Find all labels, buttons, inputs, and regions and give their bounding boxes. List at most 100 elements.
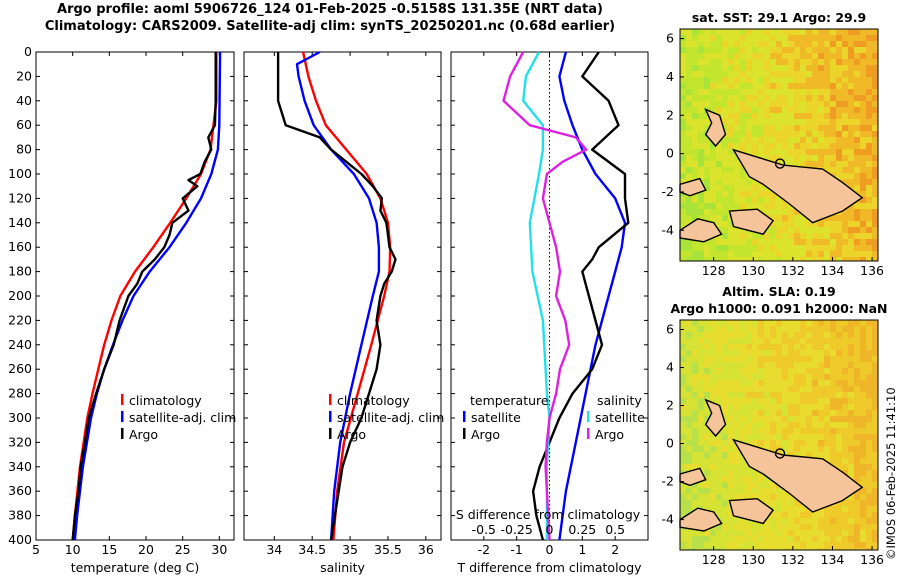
map-cell <box>752 530 758 536</box>
map-cell <box>752 233 758 239</box>
map-cell <box>794 350 800 356</box>
map-cell <box>704 113 710 119</box>
map-cell <box>770 350 776 356</box>
map-cell <box>776 101 782 107</box>
map-cell <box>848 386 854 392</box>
map-cell <box>722 362 728 368</box>
map-cell <box>866 173 872 179</box>
map-cell <box>848 221 854 227</box>
map-cell <box>848 536 854 542</box>
map-cell <box>716 392 722 398</box>
map-cell <box>824 113 830 119</box>
map-cell <box>734 530 740 536</box>
map-cell <box>800 506 806 512</box>
map-cell <box>746 332 752 338</box>
map-cell <box>740 494 746 500</box>
map-cell <box>746 257 752 261</box>
map-cell <box>740 227 746 233</box>
map-cell <box>824 89 830 95</box>
x-axis-label: temperature (deg C) <box>71 560 200 575</box>
map-cell <box>788 446 794 452</box>
map-cell <box>740 518 746 524</box>
map-cell <box>728 398 734 404</box>
map-cell <box>776 434 782 440</box>
map-cell <box>812 410 818 416</box>
map-cell <box>866 155 872 161</box>
map-cell <box>872 149 878 155</box>
map-cell <box>686 422 692 428</box>
map-cell <box>752 422 758 428</box>
legend-title-salinity: salinity <box>597 393 642 408</box>
map-cell <box>728 416 734 422</box>
map-cell <box>692 71 698 77</box>
map-cell <box>770 65 776 71</box>
map-cell <box>860 518 866 524</box>
map-cell <box>830 113 836 119</box>
map-cell <box>866 215 872 221</box>
map-cell <box>794 95 800 101</box>
series-argo <box>276 52 397 541</box>
map-cell <box>842 332 848 338</box>
map-cell <box>758 380 764 386</box>
y-tick-label: 260 <box>8 361 32 376</box>
map-cell <box>734 191 740 197</box>
map-cell <box>692 83 698 89</box>
map-cell <box>812 446 818 452</box>
map-cell <box>704 338 710 344</box>
map-cell <box>842 452 848 458</box>
map-cell <box>776 368 782 374</box>
map-cell <box>686 410 692 416</box>
map-cell <box>776 41 782 47</box>
map-cell <box>836 404 842 410</box>
map-cell <box>752 185 758 191</box>
map-cell <box>860 35 866 41</box>
map-cell <box>854 356 860 362</box>
map-cell <box>848 398 854 404</box>
map-cell <box>836 338 842 344</box>
map-cell <box>764 542 770 548</box>
map-cell <box>680 59 686 65</box>
map-cell <box>734 446 740 452</box>
map-cell <box>722 452 728 458</box>
map-cell <box>824 143 830 149</box>
map-cell <box>794 35 800 41</box>
map-cell <box>842 173 848 179</box>
map-cell <box>680 191 686 197</box>
map-cell <box>722 320 728 326</box>
map-cell <box>866 185 872 191</box>
sst-title: sat. SST: 29.1 Argo: 29.9 <box>692 10 866 25</box>
map-cell <box>830 416 836 422</box>
map-cell <box>800 245 806 251</box>
map-cell <box>716 95 722 101</box>
map-cell <box>710 53 716 59</box>
map-cell <box>728 179 734 185</box>
map-cell <box>704 368 710 374</box>
map-cell <box>824 137 830 143</box>
map-cell <box>812 374 818 380</box>
map-cell <box>782 221 788 227</box>
map-cell <box>848 179 854 185</box>
map-cell <box>698 173 704 179</box>
map-cell <box>854 332 860 338</box>
map-cell <box>818 326 824 332</box>
map-cell <box>764 119 770 125</box>
map-cell <box>848 374 854 380</box>
legend-label-satellite: satellite-adj. clim <box>337 410 444 425</box>
map-cell <box>872 470 878 476</box>
map-cell <box>770 536 776 542</box>
map-cell <box>782 215 788 221</box>
map-cell <box>782 374 788 380</box>
map-cell <box>806 428 812 434</box>
map-cell <box>800 239 806 245</box>
map-cell <box>818 446 824 452</box>
map-cell <box>758 338 764 344</box>
map-cell <box>854 320 860 326</box>
map-cell <box>716 155 722 161</box>
map-cell <box>788 77 794 83</box>
map-cell <box>806 386 812 392</box>
map-cell <box>806 149 812 155</box>
map-cell <box>746 179 752 185</box>
map-cell <box>746 143 752 149</box>
map-cell <box>782 506 788 512</box>
map-cell <box>866 410 872 416</box>
